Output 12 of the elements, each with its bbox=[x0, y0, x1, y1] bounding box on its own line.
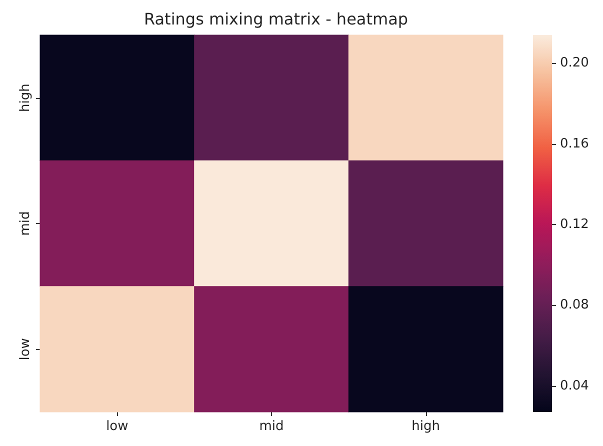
y-tick-label: low bbox=[18, 338, 33, 360]
y-tick-label: high bbox=[18, 84, 33, 112]
color-bar-label: 0.20 bbox=[560, 56, 589, 71]
color-bar-label: 0.08 bbox=[560, 298, 589, 313]
color-bar-label: 0.16 bbox=[560, 136, 589, 152]
color-bar-label: 0.12 bbox=[560, 217, 589, 232]
y-tick-label: mid bbox=[18, 211, 33, 236]
chart-title: Ratings mixing matrix - heatmap bbox=[144, 10, 408, 28]
x-tick-label: high bbox=[412, 419, 440, 434]
color-bar-label: 0.04 bbox=[560, 378, 589, 394]
x-tick-label: mid bbox=[259, 419, 284, 434]
x-tick-label: low bbox=[106, 419, 129, 434]
